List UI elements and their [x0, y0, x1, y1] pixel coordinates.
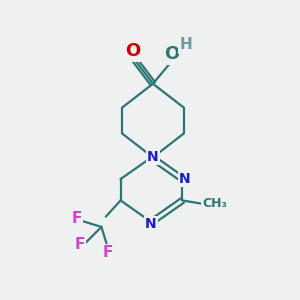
Text: N: N: [179, 172, 190, 186]
Text: F: F: [74, 237, 85, 252]
Text: H: H: [179, 38, 192, 52]
Text: CH₃: CH₃: [202, 197, 227, 211]
Text: N: N: [145, 217, 157, 231]
Text: F: F: [71, 211, 82, 226]
Text: O: O: [125, 42, 140, 60]
Text: N: N: [147, 150, 159, 164]
Text: O: O: [164, 45, 180, 63]
Text: F: F: [103, 245, 113, 260]
